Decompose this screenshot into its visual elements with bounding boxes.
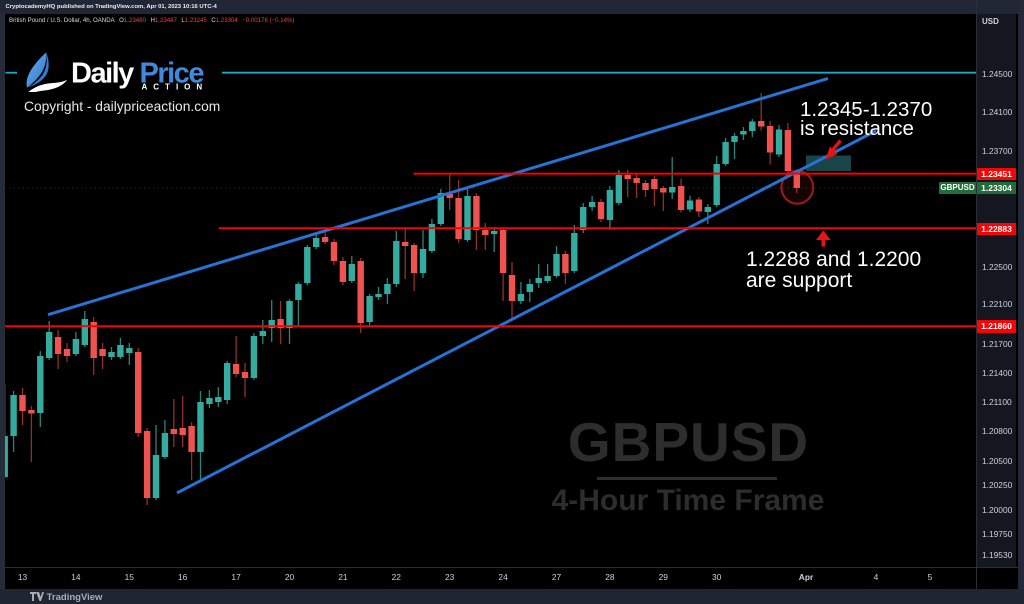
svg-text:ACTION: ACTION — [142, 83, 209, 92]
svg-text:Price: Price — [140, 58, 205, 90]
svg-text:Daily: Daily — [71, 58, 134, 90]
